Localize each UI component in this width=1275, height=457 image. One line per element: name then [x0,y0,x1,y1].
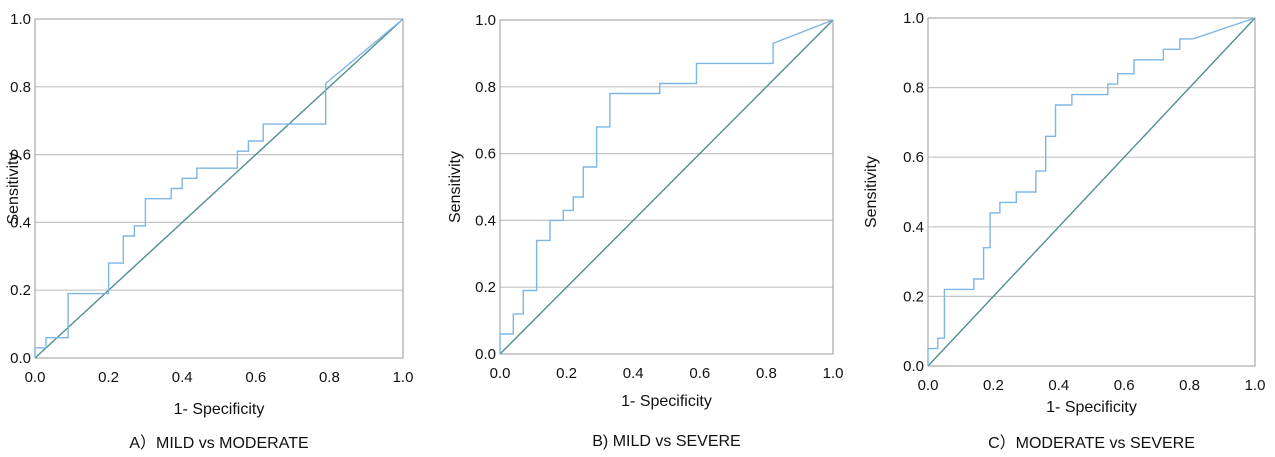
chart-2-y-tick-label: 0.0 [475,346,496,363]
chart-3-plot-frame [927,17,1256,367]
chart-3-y-axis-title: Sensitivity [863,156,880,228]
chart-1-y-tick-label: 1.0 [10,11,31,28]
chart-3-y-tick-label: 0.2 [903,288,924,305]
chart-1-x-tick-label: 1.0 [393,369,414,386]
chart-3-x-tick-label: 0.2 [983,377,1004,394]
chart-2-plot-frame [499,19,834,355]
chart-1-roc-curve [34,18,404,358]
chart-1: 0.0 0.2 0.4 0.6 0.8 1.0 0.0 0.2 0.4 0.6 0.8 1.0 1- S… [5,11,413,452]
chart-2-y-tick-label: 0.8 [475,79,496,96]
chart-1-x-tick-label: 0.6 [245,369,266,386]
chart-3-y-tick-label: 0.6 [903,149,924,166]
chart-3-y-tick-label: 0.4 [903,219,924,236]
chart-3-x-tick-label: 0.4 [1048,377,1069,394]
chart-3-y-tick-label: 0.8 [903,80,924,97]
chart-2-x-axis-title: 1- Specificity [621,393,712,410]
chart-1-y-tick-label: 0.4 [10,214,31,231]
chart-2-y-tick-label: 0.6 [475,146,496,163]
chart-3-x-tick-label: 0.8 [1179,377,1200,394]
chart-3-x-tick-label: 1.0 [1245,377,1266,394]
chart-3-roc-curve [927,17,1256,366]
chart-1-y-tick-label: 0.2 [10,282,31,299]
chart-1-plot-frame [34,18,404,359]
chart-1-y-tick-label: 0.6 [10,147,31,164]
chart-3-y-tick-label: 1.0 [903,10,924,27]
chart-3-x-tick-label: 0.6 [1114,377,1135,394]
chart-2-x-tick-label: 1.0 [823,365,844,382]
chart-1-x-tick-label: 0.8 [319,369,340,386]
chart-1-x-tick-label: 0.2 [98,369,119,386]
chart-3-y-tick-label: 0.0 [903,358,924,375]
chart-1-y-axis-title: Sensitivity [5,152,22,224]
chart-2-x-tick-label: 0.8 [756,365,777,382]
chart-2-y-tick-label: 0.4 [475,212,496,229]
chart-2-y-axis-title: Sensitivity [447,151,464,223]
chart-2-y-tick-label: 0.2 [475,279,496,296]
chart-2-roc-curve [499,19,834,354]
chart-2-x-tick-label: 0.6 [689,365,710,382]
chart-3-x-axis-title: 1- Specificity [1046,399,1137,416]
chart-2: 0.0 0.2 0.4 0.6 0.8 1.0 0.0 0.2 0.4 0.6 0.8 1.0 1- S… [447,12,843,450]
chart-2-x-tick-label: 0.0 [490,365,511,382]
chart-2-x-tick-label: 0.2 [556,365,577,382]
chart-1-x-tick-label: 0.0 [25,369,46,386]
chart-1-reference-line [34,18,404,359]
chart-1-x-tick-label: 0.4 [172,369,193,386]
chart-1-x-axis-title: 1- Specificity [174,401,265,418]
chart-1-y-tick-label: 0.0 [10,350,31,367]
chart-2-reference-line [499,19,834,355]
chart-3: 0.0 0.2 0.4 0.6 0.8 1.0 0.0 0.2 0.4 0.6 0.8 1.0 1- S… [863,10,1265,452]
chart-2-caption: B) MILD vs SEVERE [592,433,740,450]
chart-2-x-tick-label: 0.4 [623,365,644,382]
chart-3-reference-line [927,17,1256,367]
chart-3-x-tick-label: 0.0 [918,377,939,394]
chart-3-caption: C）MODERATE vs SEVERE [988,434,1195,452]
chart-1-caption: A）MILD vs MODERATE [129,434,308,452]
chart-2-y-tick-label: 1.0 [475,12,496,29]
chart-1-y-tick-label: 0.8 [10,79,31,96]
